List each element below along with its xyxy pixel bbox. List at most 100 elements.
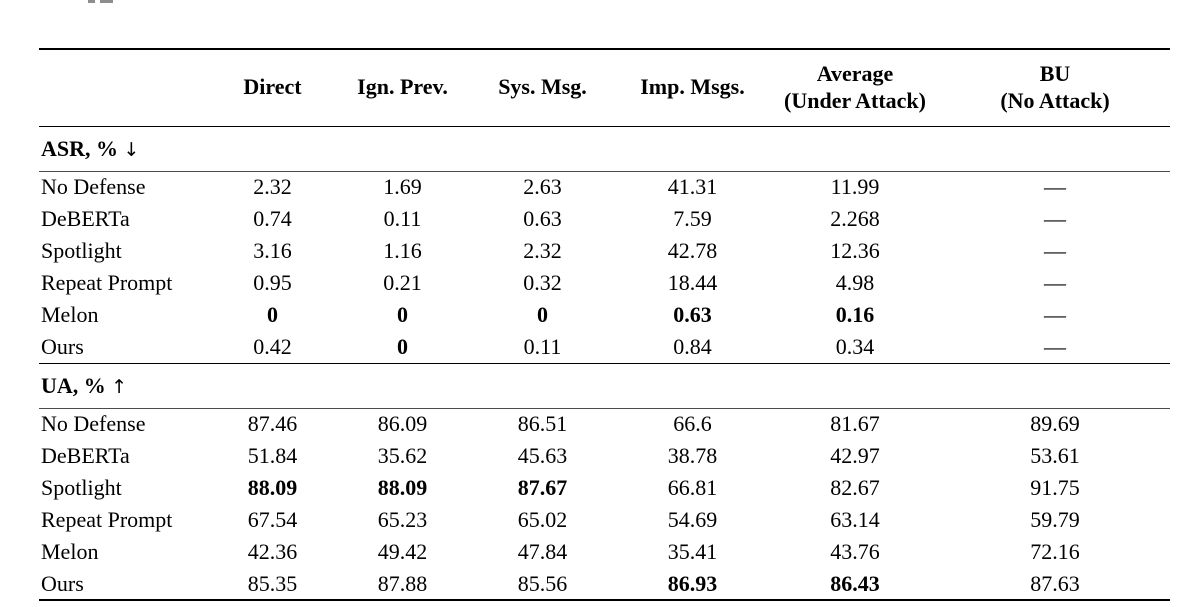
cell: 11.99 bbox=[830, 174, 880, 200]
clipped-text-fragment bbox=[88, 0, 95, 3]
cell: 85.35 bbox=[247, 570, 298, 596]
column-header-direct: Direct bbox=[210, 49, 335, 127]
row-label: Melon bbox=[41, 302, 99, 327]
table-body: ASR, % ↓ No Defense 2.32 1.69 2.63 41.31 11.99… bbox=[39, 125, 1170, 600]
column-header-imp-msgs: Imp. Msgs. bbox=[615, 49, 770, 127]
cell: 42.36 bbox=[247, 539, 298, 564]
section-title: UA, % bbox=[41, 372, 106, 398]
table-row-ua-no-defense: No Defense 87.46 86.09 86.51 66.6 81.67 89.69 bbox=[39, 408, 1170, 440]
row-label: Spotlight bbox=[41, 238, 122, 263]
column-header-row-label bbox=[39, 49, 210, 127]
cell: 38.78 bbox=[667, 443, 718, 468]
row-label: Ours bbox=[41, 333, 84, 359]
cell: — bbox=[1044, 302, 1066, 327]
cell: — bbox=[1044, 333, 1066, 359]
table-header: Direct Ign. Prev. Sys. Msg. Imp. Msgs. Avera… bbox=[39, 49, 1170, 127]
row-label: Melon bbox=[41, 539, 99, 564]
cell: 45.63 bbox=[517, 443, 568, 468]
cell: 0 bbox=[397, 333, 408, 359]
cell: 42.97 bbox=[830, 443, 880, 468]
cell: 0.74 bbox=[253, 206, 292, 231]
cell: 54.69 bbox=[667, 507, 718, 532]
cell: 2.63 bbox=[523, 174, 562, 200]
table-row-ua-spotlight: Spotlight 88.09 88.09 87.67 66.81 82.67 91.75 bbox=[39, 472, 1170, 504]
cell: 87.67 bbox=[517, 475, 568, 500]
cell: 0.63 bbox=[673, 302, 712, 327]
cell: 0.34 bbox=[835, 333, 875, 359]
column-header-average-under-attack: Average (Under Attack) bbox=[770, 49, 940, 127]
row-label: Ours bbox=[41, 570, 84, 596]
cell: 35.41 bbox=[667, 539, 718, 564]
cell: 4.98 bbox=[835, 270, 875, 295]
cell: 49.42 bbox=[377, 539, 428, 564]
table-row-asr-no-defense: No Defense 2.32 1.69 2.63 41.31 11.99 — bbox=[39, 171, 1170, 203]
cell: 43.76 bbox=[830, 539, 880, 564]
cell: 85.56 bbox=[517, 570, 568, 596]
row-label: Spotlight bbox=[41, 475, 122, 500]
cell: 63.14 bbox=[830, 507, 880, 532]
cell: 66.81 bbox=[667, 475, 718, 500]
cell: 0.42 bbox=[253, 333, 292, 359]
cell: 0.95 bbox=[253, 270, 292, 295]
cell: 35.62 bbox=[377, 443, 428, 468]
table-row-ua-repeat-prompt: Repeat Prompt 67.54 65.23 65.02 54.69 63.14 59… bbox=[39, 504, 1170, 536]
cell: 2.32 bbox=[253, 174, 292, 200]
cell: 59.79 bbox=[1030, 507, 1080, 532]
cell: 86.09 bbox=[377, 411, 428, 437]
cell: 86.93 bbox=[667, 570, 718, 596]
cell: — bbox=[1044, 238, 1066, 263]
cell: 65.02 bbox=[517, 507, 568, 532]
row-label: Repeat Prompt bbox=[41, 270, 173, 295]
table-row-asr-spotlight: Spotlight 3.16 1.16 2.32 42.78 12.36 — bbox=[39, 235, 1170, 267]
down-arrow-icon: ↓ bbox=[123, 138, 140, 161]
cell: 87.63 bbox=[1030, 570, 1080, 596]
cell: 86.43 bbox=[830, 570, 880, 596]
cell: 3.16 bbox=[253, 238, 292, 263]
cell: 0.16 bbox=[835, 302, 875, 327]
cell: 67.54 bbox=[247, 507, 298, 532]
cell: 0.11 bbox=[383, 206, 422, 231]
row-label: Repeat Prompt bbox=[41, 507, 173, 532]
table-row-ua-deberta: DeBERTa 51.84 35.62 45.63 38.78 42.97 53.61 bbox=[39, 440, 1170, 472]
cell: — bbox=[1044, 270, 1066, 295]
cell: 1.16 bbox=[383, 238, 422, 263]
cell: 0 bbox=[267, 302, 278, 327]
cell: 86.51 bbox=[517, 411, 568, 437]
table-row-asr-ours: Ours 0.42 0 0.11 0.84 0.34 — bbox=[39, 331, 1170, 363]
cell: 42.78 bbox=[667, 238, 718, 263]
cell: 0.32 bbox=[523, 270, 562, 295]
cell: 0 bbox=[537, 302, 548, 327]
row-label: No Defense bbox=[41, 174, 146, 200]
cell: 82.67 bbox=[830, 475, 880, 500]
cell: 12.36 bbox=[830, 238, 880, 263]
cell: 53.61 bbox=[1030, 443, 1080, 468]
cell: 91.75 bbox=[1030, 475, 1080, 500]
row-label: DeBERTa bbox=[41, 206, 130, 231]
table-row-ua-ours: Ours 85.35 87.88 85.56 86.93 86.43 87.63 bbox=[39, 568, 1170, 600]
cell: 0.84 bbox=[673, 333, 712, 359]
cell: 89.69 bbox=[1030, 411, 1080, 437]
cell: 51.84 bbox=[247, 443, 298, 468]
table-row-asr-deberta: DeBERTa 0.74 0.11 0.63 7.59 2.268 — bbox=[39, 203, 1170, 235]
cell: 87.46 bbox=[247, 411, 298, 437]
up-arrow-icon: ↑ bbox=[111, 375, 128, 398]
clipped-text-fragment bbox=[100, 0, 113, 3]
section-row-ua: UA, % ↑ bbox=[39, 362, 1170, 409]
cell: — bbox=[1044, 174, 1066, 200]
cell: 18.44 bbox=[667, 270, 718, 295]
cell: 81.67 bbox=[830, 411, 880, 437]
cell: 0.63 bbox=[523, 206, 562, 231]
section-title: ASR, % bbox=[41, 135, 119, 161]
cell: 72.16 bbox=[1030, 539, 1080, 564]
section-header: UA, % ↑ bbox=[39, 362, 1170, 409]
cell: 47.84 bbox=[517, 539, 568, 564]
cell: 2.268 bbox=[830, 206, 880, 231]
cell: 88.09 bbox=[377, 475, 428, 500]
cell: 66.6 bbox=[673, 411, 712, 437]
cell: 1.69 bbox=[383, 174, 422, 200]
results-table: Direct Ign. Prev. Sys. Msg. Imp. Msgs. Avera… bbox=[39, 48, 1170, 601]
table-row-asr-repeat-prompt: Repeat Prompt 0.95 0.21 0.32 18.44 4.98 — bbox=[39, 267, 1170, 299]
cell: — bbox=[1044, 206, 1066, 231]
cell: 0.11 bbox=[523, 333, 562, 359]
